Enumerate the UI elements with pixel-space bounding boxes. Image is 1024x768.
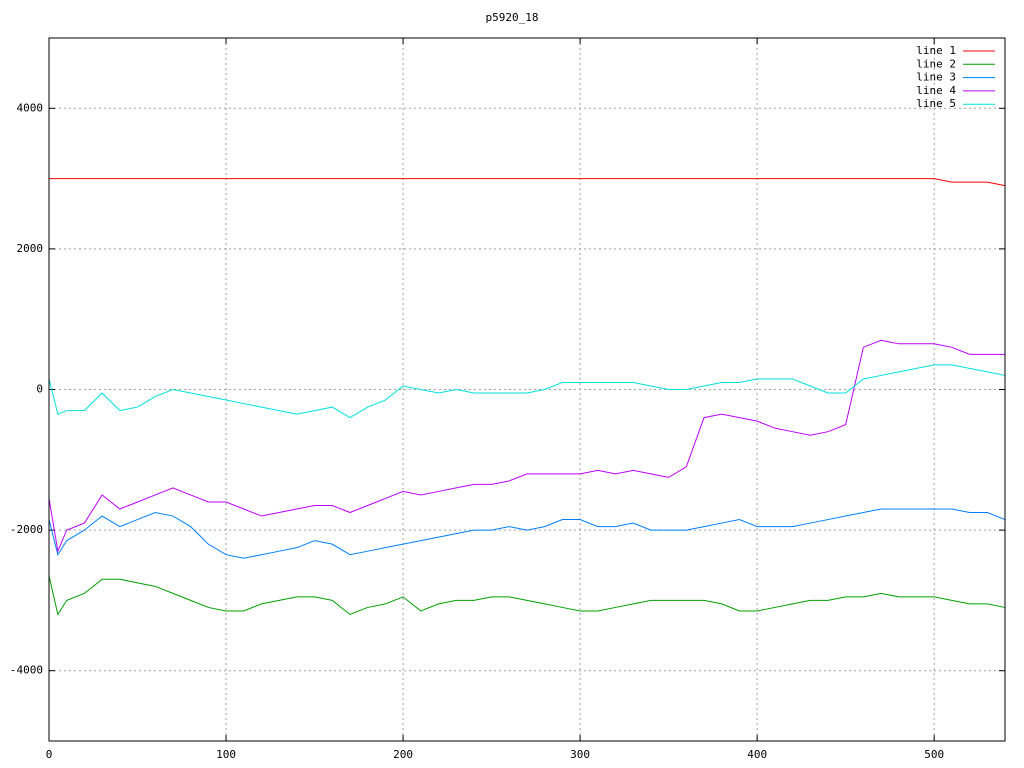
x-tick-label: 100: [216, 748, 236, 761]
data-line: [49, 178, 1006, 187]
y-tick-label: -4000: [10, 664, 43, 677]
plot-border: [48, 37, 1006, 742]
x-tick-label: 400: [747, 748, 767, 761]
x-tick-label: 200: [393, 748, 413, 761]
data-line: [48, 339, 1005, 553]
x-tick-label: 500: [924, 748, 944, 761]
legend-label: line 5: [916, 97, 956, 110]
data-line: [48, 508, 1006, 559]
legend-label: line 1: [916, 44, 956, 57]
y-tick-label: 2000: [17, 242, 44, 255]
data-line: [48, 575, 1006, 616]
x-tick-label: 300: [570, 748, 590, 761]
legend-label: line 2: [916, 57, 956, 70]
y-tick-label: -2000: [10, 523, 43, 536]
x-tick-label: 0: [46, 748, 53, 761]
legend-label: line 4: [916, 84, 956, 97]
legend-label: line 3: [916, 71, 956, 84]
data-line: [48, 364, 1006, 419]
chart-title: p5920_18: [486, 11, 539, 24]
y-tick-label: 4000: [17, 101, 44, 114]
y-tick-label: 0: [36, 383, 43, 396]
